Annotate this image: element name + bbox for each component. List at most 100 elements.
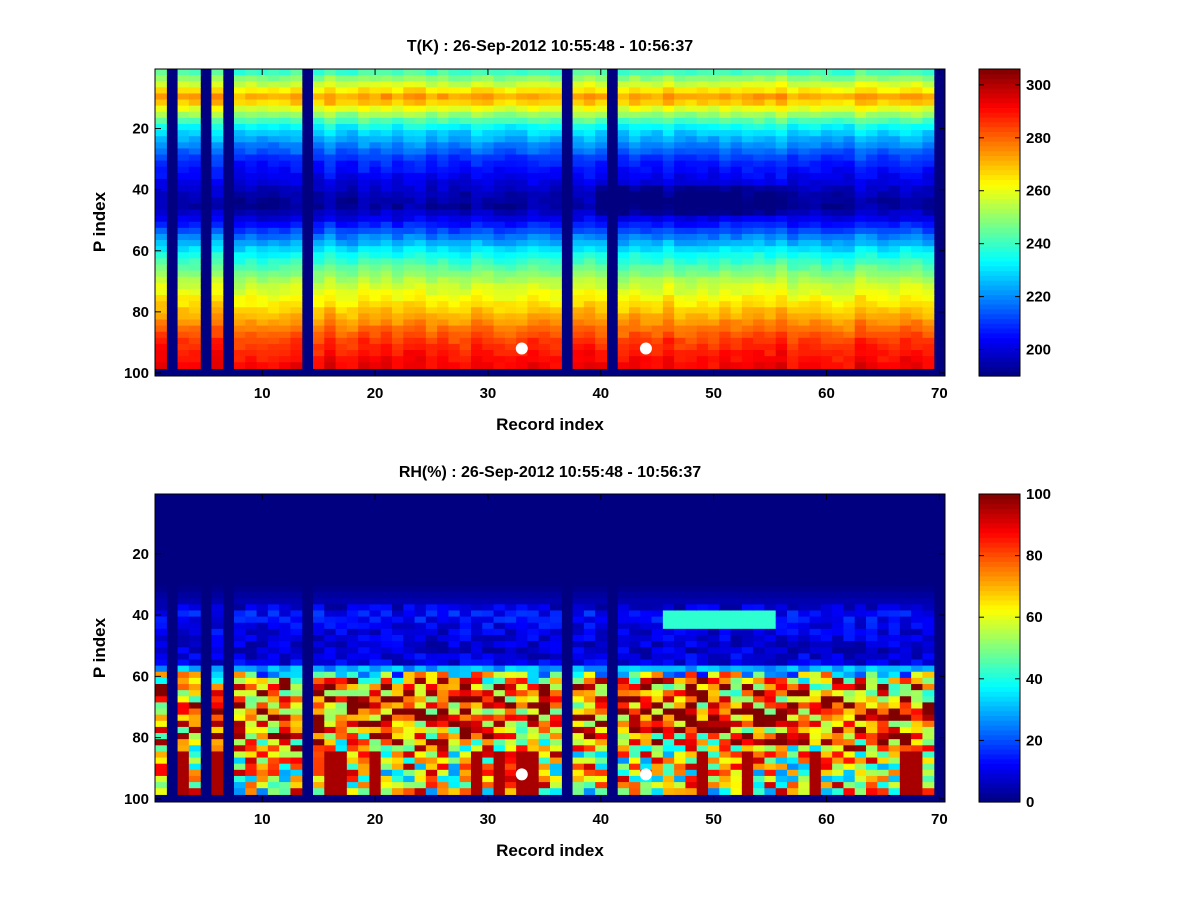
heatmap-cell [414, 573, 427, 581]
heatmap-cell [324, 87, 337, 95]
heatmap-cell [245, 142, 258, 150]
heatmap-cell [685, 258, 698, 266]
heatmap-cell [267, 653, 280, 661]
heatmap-cell [290, 362, 303, 369]
heatmap-cell [708, 130, 720, 137]
heatmap-cell [629, 549, 641, 556]
heatmap-cell [504, 301, 517, 308]
heatmap-cell [346, 610, 359, 618]
heatmap-cell [583, 763, 596, 771]
heatmap-cell [234, 782, 246, 789]
heatmap-cell [324, 295, 337, 302]
heatmap-cell [335, 252, 348, 259]
heatmap-cell [888, 270, 901, 278]
heatmap-cell [640, 99, 653, 107]
heatmap-cell [550, 671, 562, 679]
heatmap-cell [866, 276, 878, 284]
heatmap-cell [629, 356, 641, 363]
heatmap-cell [504, 677, 517, 685]
heatmap-cell [459, 87, 472, 95]
heatmap-cell [155, 763, 167, 771]
heatmap-cell [403, 240, 416, 247]
heatmap-cell [843, 142, 856, 150]
heatmap-cell [324, 671, 337, 679]
heatmap-cell [346, 307, 359, 314]
heatmap-cell [155, 696, 167, 703]
heatmap-cell [798, 350, 811, 357]
heatmap-cell [346, 634, 359, 642]
heatmap-cell [211, 331, 224, 339]
heatmap-cell [866, 319, 878, 327]
heatmap-cell [741, 99, 754, 107]
heatmap-cell [437, 524, 450, 532]
heatmap-cell [267, 233, 280, 241]
heatmap-cell [448, 307, 461, 314]
heatmap-cell [741, 191, 754, 198]
heatmap-cell [155, 288, 167, 296]
heatmap-cell [595, 555, 608, 563]
heatmap-cell [177, 512, 190, 520]
heatmap-cell [922, 276, 935, 284]
heatmap-cell [267, 751, 280, 759]
heatmap-cell [188, 708, 201, 716]
heatmap-cell [696, 240, 709, 247]
heatmap-cell [550, 659, 562, 667]
heatmap-cell [358, 592, 371, 599]
heatmap-cell [448, 598, 461, 605]
heatmap-cell [538, 215, 551, 223]
heatmap-cell [662, 178, 675, 186]
heatmap-cell [775, 166, 788, 174]
heatmap-cell [854, 331, 867, 339]
heatmap-cell [595, 276, 608, 284]
heatmap-cell [369, 751, 382, 759]
colorbar-segment [979, 289, 1020, 296]
heatmap-cell [516, 136, 529, 143]
heatmap-cell [403, 258, 416, 266]
heatmap-cell [504, 233, 517, 241]
heatmap-cell [696, 87, 709, 95]
heatmap-cell [290, 276, 303, 284]
heatmap-cell [459, 628, 472, 636]
colorbar-segment [979, 145, 1020, 152]
heatmap-cell [504, 788, 517, 795]
heatmap-cell [583, 677, 596, 685]
heatmap-cell [741, 325, 754, 333]
heatmap-cell [583, 75, 596, 82]
heatmap-cell [843, 185, 856, 192]
heatmap-cell [572, 579, 585, 587]
heatmap-cell [380, 87, 393, 95]
heatmap-cell [741, 282, 754, 290]
heatmap-cell [708, 93, 720, 101]
heatmap-cell [674, 178, 687, 186]
heatmap-cell [459, 494, 472, 501]
heatmap-cell [155, 720, 167, 728]
heatmap-cell [471, 628, 483, 636]
heatmap-cell [459, 178, 472, 186]
heatmap-cell [290, 757, 303, 765]
heatmap-cell [414, 555, 427, 563]
heatmap-cell [346, 739, 359, 746]
heatmap-cell [414, 246, 427, 253]
heatmap-cell [211, 690, 224, 697]
heatmap-cell [504, 641, 517, 648]
heatmap-cell [550, 788, 562, 795]
heatmap-cell [922, 191, 935, 198]
colorbar-segment [979, 328, 1020, 334]
heatmap-cell [245, 592, 258, 599]
heatmap-cell [267, 130, 280, 137]
heatmap-cell [493, 598, 506, 605]
heatmap-cell [313, 227, 325, 235]
heatmap-cell [324, 592, 337, 599]
heatmap-cell [617, 123, 630, 131]
heatmap-cell [369, 166, 382, 174]
heatmap-cell [764, 258, 777, 266]
heatmap-cell [358, 616, 371, 624]
heatmap-cell [437, 549, 450, 556]
heatmap-cell [211, 111, 224, 119]
heatmap-cell [516, 221, 529, 229]
heatmap-cell [482, 105, 495, 113]
heatmap-cell [504, 567, 517, 575]
heatmap-cell [471, 763, 483, 771]
heatmap-cell [741, 362, 754, 369]
heatmap-cell [775, 264, 788, 272]
